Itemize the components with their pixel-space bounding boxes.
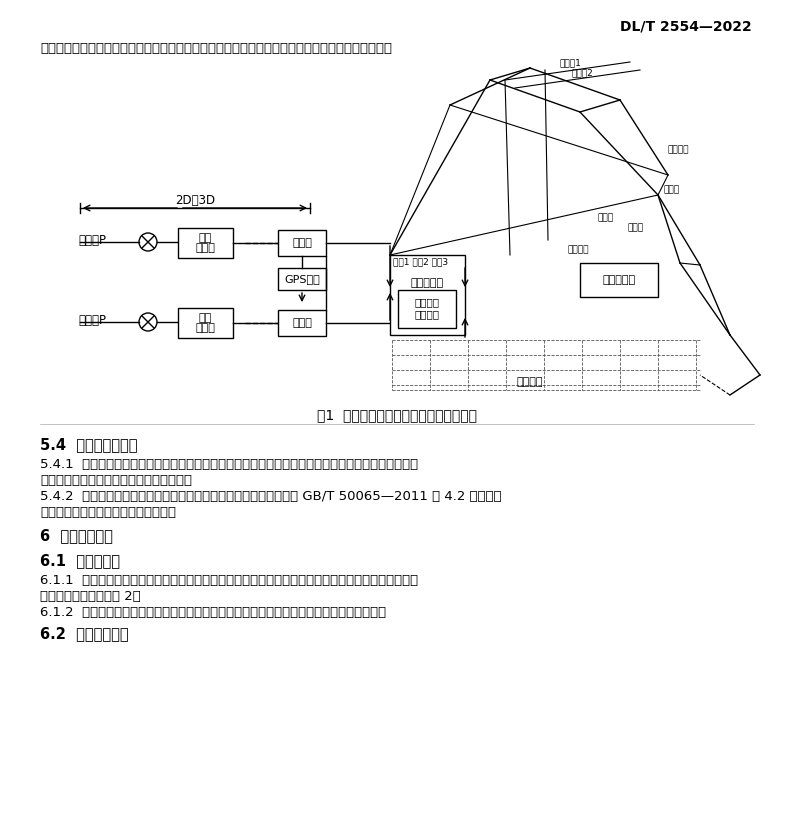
Text: 分压器: 分压器 [195, 323, 215, 333]
Text: 分压器: 分压器 [195, 243, 215, 253]
Text: 铁塔入地: 铁塔入地 [568, 245, 589, 254]
Text: 金属管: 金属管 [597, 214, 613, 223]
Text: 6.1.2  在非近区人工接地短路时，暂态电流测量包括总短路电流测量、杆塔电流分布的测量。: 6.1.2 在非近区人工接地短路时，暂态电流测量包括总短路电流测量、杆塔电流分布… [40, 606, 386, 619]
Text: 导线1 导线2 导线3: 导线1 导线2 导线3 [393, 258, 448, 267]
Bar [398, 290, 456, 328]
Bar [178, 228, 233, 258]
Text: 示波器: 示波器 [292, 238, 312, 248]
Text: 被测地网: 被测地网 [517, 377, 543, 387]
Text: 测量点P: 测量点P [78, 313, 106, 327]
Text: 测量点P: 测量点P [78, 234, 106, 247]
Text: 避雷线2: 避雷线2 [572, 68, 594, 77]
Text: 避雷线1: 避雷线1 [560, 58, 582, 67]
Text: 5.4.2  测试的地电位升折算到最大短路故障电流下的实际值，并按照 GB/T 50065—2011 中 4.2 规定的电: 5.4.2 测试的地电位升折算到最大短路故障电流下的实际值，并按照 GB/T 5… [40, 490, 502, 503]
Text: 出线龙门架: 出线龙门架 [603, 275, 635, 285]
Text: 位升高值对测试的地电位升进行评估。: 位升高值对测试的地电位升进行评估。 [40, 506, 176, 519]
Text: 2D～3D: 2D～3D [175, 194, 215, 206]
Text: 示波器: 示波器 [292, 318, 312, 328]
Bar [178, 308, 233, 338]
Bar [390, 255, 465, 335]
Text: 电压: 电压 [198, 233, 212, 243]
Text: 出线龙门架: 出线龙门架 [410, 278, 444, 288]
Text: 5.4.1  不同距离测量点下的测试结果利用拟合外推来修正地电位升，外推公式应能反映地电位到无穷远: 5.4.1 不同距离测量点下的测试结果利用拟合外推来修正地电位升，外推公式应能反… [40, 458, 418, 471]
Text: 图1  典型暂态地电位升的测试回路示意图: 图1 典型暂态地电位升的测试回路示意图 [317, 408, 477, 422]
Text: 电压: 电压 [198, 313, 212, 323]
Text: 6.2  测试设备要求: 6.2 测试设备要求 [40, 626, 129, 641]
Text: 地引下线: 地引下线 [414, 309, 440, 319]
Text: 6.1.1  在近区人工接地短路时，暂态电流测量包括总短路电流测量、杆塔电流分布的测量和变电站短路: 6.1.1 在近区人工接地短路时，暂态电流测量包括总短路电流测量、杆塔电流分布的… [40, 574, 418, 587]
Text: 作为零电位参考点，测试设备的绕缘水平应与接地极线路一致，此时地电位升测试结果可不做修正。: 作为零电位参考点，测试设备的绕缘水平应与接地极线路一致，此时地电位升测试结果可不… [40, 42, 392, 55]
Text: 引氮线: 引氮线 [628, 224, 644, 233]
Text: 6.1  测点的选择: 6.1 测点的选择 [40, 553, 120, 568]
Text: 电流分布的测量，见图 2。: 电流分布的测量，见图 2。 [40, 590, 141, 603]
Bar [580, 263, 658, 297]
Bar [278, 230, 326, 256]
Text: GPS同步: GPS同步 [284, 274, 320, 284]
Bar [278, 310, 326, 336]
Text: 6  暂态电流测量: 6 暂态电流测量 [40, 528, 113, 543]
Text: 铁塔入地: 铁塔入地 [668, 145, 689, 155]
Text: 5.4  测量结果的评估: 5.4 测量结果的评估 [40, 437, 137, 452]
Text: 衰减到零的特点，如采用负指数函数形式。: 衰减到零的特点，如采用负指数函数形式。 [40, 474, 192, 487]
Bar [278, 268, 326, 290]
Text: DL/T 2554—2022: DL/T 2554—2022 [620, 20, 752, 34]
Text: 避雷器接: 避雷器接 [414, 297, 440, 307]
Text: 短路点: 短路点 [663, 185, 679, 194]
